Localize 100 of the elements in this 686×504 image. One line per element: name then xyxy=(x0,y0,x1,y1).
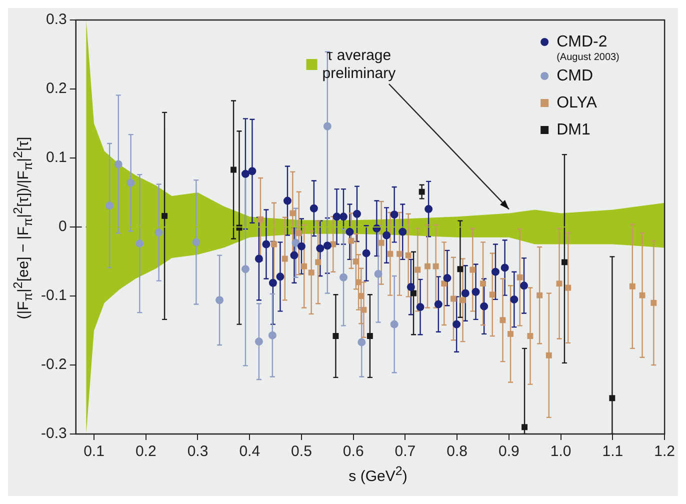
point xyxy=(290,210,296,216)
point xyxy=(346,228,354,236)
point xyxy=(424,263,430,270)
point xyxy=(405,252,412,258)
point xyxy=(480,302,488,310)
point xyxy=(508,330,514,337)
y-tick-label: -0.2 xyxy=(40,356,67,374)
point xyxy=(374,270,382,278)
point xyxy=(398,228,407,236)
point xyxy=(268,331,276,340)
x-tick-label: 1.1 xyxy=(602,443,624,460)
y-tick-label: 0.2 xyxy=(46,80,67,98)
point xyxy=(516,274,523,280)
point xyxy=(136,240,144,248)
point xyxy=(416,303,424,312)
x-tick-label: 0.6 xyxy=(342,443,364,460)
point xyxy=(443,274,452,282)
x-tick-label: 1.2 xyxy=(654,443,676,460)
point xyxy=(434,300,442,308)
point xyxy=(387,250,394,257)
point xyxy=(527,333,534,339)
x-tick-label: 0.1 xyxy=(84,443,104,460)
point xyxy=(254,254,263,263)
x-axis-title: s (GeV$^{2}$) xyxy=(348,464,408,485)
point xyxy=(315,259,322,266)
point xyxy=(461,289,470,298)
point xyxy=(510,295,518,304)
point xyxy=(639,292,646,298)
point xyxy=(406,283,415,292)
x-tick-label: 1.0 xyxy=(550,443,572,460)
x-tick-label: 0.7 xyxy=(394,443,416,460)
point xyxy=(230,166,237,173)
point xyxy=(308,270,314,276)
y-tick-label: -0.1 xyxy=(40,287,67,304)
point xyxy=(536,292,543,298)
point xyxy=(241,170,250,178)
x-tick-label: 0.2 xyxy=(135,443,156,460)
point xyxy=(414,266,421,273)
point xyxy=(489,292,496,298)
point xyxy=(216,296,224,304)
point xyxy=(470,266,476,273)
point xyxy=(106,202,114,210)
point xyxy=(162,212,168,219)
point xyxy=(192,238,200,246)
point xyxy=(491,268,500,276)
point xyxy=(450,296,456,302)
point xyxy=(480,280,486,287)
point xyxy=(522,424,528,430)
point xyxy=(301,263,308,270)
legend-label: CMD xyxy=(556,67,594,84)
x-tick-label: 0.5 xyxy=(291,443,312,460)
point xyxy=(241,265,250,274)
point xyxy=(292,238,300,247)
point xyxy=(254,338,263,346)
point xyxy=(316,244,324,252)
legend-label: τ average preliminary xyxy=(322,47,396,82)
point xyxy=(248,167,256,176)
point xyxy=(332,333,339,339)
y-tick-label: 0 xyxy=(58,218,67,236)
point xyxy=(268,278,277,287)
point xyxy=(556,280,562,287)
x-tick-label: 0.4 xyxy=(239,443,260,460)
point xyxy=(410,290,416,296)
point xyxy=(561,259,568,266)
point xyxy=(452,320,461,328)
y-tick-label: 0.1 xyxy=(46,149,67,166)
point xyxy=(296,230,302,236)
point xyxy=(650,300,657,306)
point xyxy=(154,228,163,237)
legend-label: CMD-2 (August 2003) xyxy=(556,33,620,63)
point xyxy=(310,204,318,212)
point xyxy=(114,160,122,168)
point xyxy=(271,241,277,248)
point xyxy=(441,280,448,287)
point xyxy=(457,266,464,272)
point xyxy=(390,210,398,219)
y-tick-label: -0.3 xyxy=(40,425,67,442)
point xyxy=(290,251,298,260)
point xyxy=(283,196,292,205)
point xyxy=(378,240,384,246)
point xyxy=(323,242,332,250)
point xyxy=(340,212,348,221)
point xyxy=(396,250,402,257)
point xyxy=(382,231,391,240)
legend-label: OLYA xyxy=(556,94,598,112)
point xyxy=(332,212,341,221)
point xyxy=(126,178,135,187)
point xyxy=(348,238,354,244)
point xyxy=(500,264,509,272)
y-tick-label: 0.3 xyxy=(46,11,67,28)
point xyxy=(362,249,370,258)
point xyxy=(629,283,636,290)
x-tick-label: 0.3 xyxy=(187,443,208,460)
legend-label: DM1 xyxy=(556,121,590,138)
point xyxy=(424,205,433,214)
point xyxy=(276,272,284,281)
point xyxy=(366,333,373,339)
point xyxy=(340,273,348,282)
point xyxy=(418,188,425,195)
point xyxy=(565,284,572,291)
